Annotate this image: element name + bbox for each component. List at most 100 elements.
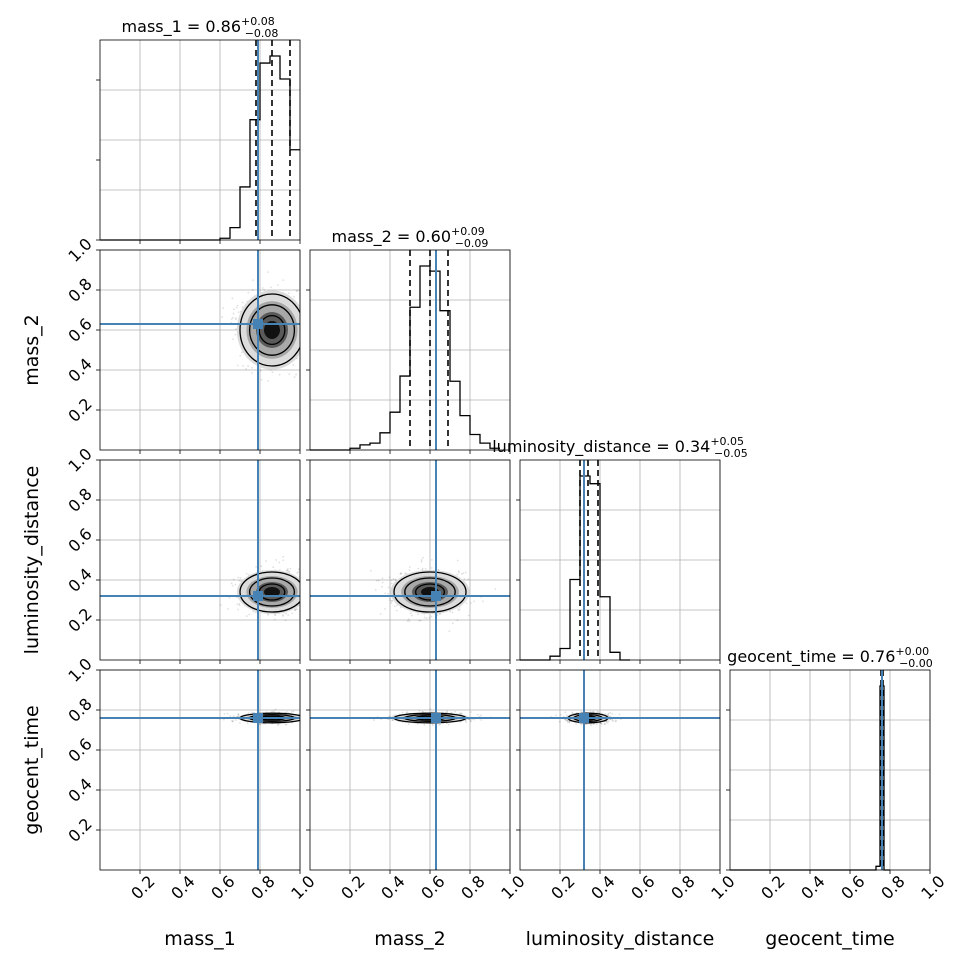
sample-point	[292, 295, 295, 298]
sample-point	[232, 720, 234, 722]
sample-point	[302, 715, 304, 717]
sample-point	[473, 718, 476, 721]
sample-point	[251, 289, 254, 291]
sample-point	[465, 602, 468, 605]
sample-point	[237, 608, 239, 611]
sample-point	[456, 608, 459, 610]
panel-mass_2-vs-luminosity_distance	[306, 459, 511, 664]
sample-point	[237, 576, 240, 579]
sample-point	[291, 612, 294, 615]
sample-point	[454, 710, 457, 713]
sample-point	[304, 325, 306, 327]
sample-point	[247, 712, 250, 715]
sample-point	[388, 576, 391, 579]
sample-point	[418, 709, 421, 712]
sample-point	[456, 619, 459, 622]
sample-point	[400, 572, 403, 575]
sample-point	[282, 555, 285, 558]
sample-point	[278, 373, 281, 376]
sample-point	[237, 311, 240, 314]
sample-point	[300, 319, 302, 321]
sample-point	[274, 614, 277, 617]
truth-marker	[431, 591, 441, 601]
sample-point	[418, 619, 421, 622]
sample-point	[446, 711, 449, 714]
sample-point	[457, 570, 460, 572]
sample-point	[231, 297, 234, 300]
sample-point	[420, 559, 423, 561]
sample-point	[284, 619, 287, 622]
sample-point	[232, 715, 235, 718]
sample-point	[389, 599, 391, 602]
sample-point	[308, 718, 310, 720]
sample-point	[272, 710, 275, 713]
sample-point	[306, 338, 308, 340]
sample-point	[247, 291, 250, 294]
sample-point	[251, 371, 253, 374]
sample-point	[408, 566, 411, 568]
sample-point	[274, 708, 277, 711]
sample-point	[255, 565, 257, 568]
sample-point	[390, 582, 393, 585]
sample-point	[456, 573, 459, 576]
sample-point	[276, 724, 279, 726]
sample-point	[424, 568, 427, 570]
sample-point	[300, 719, 302, 721]
sample-point	[254, 611, 257, 614]
sample-point	[305, 324, 307, 326]
truth-marker	[431, 713, 441, 723]
sample-point	[459, 712, 461, 715]
sample-point	[369, 569, 372, 572]
sample-point	[381, 585, 383, 588]
sample-point	[373, 719, 375, 721]
sample-point	[252, 610, 255, 613]
sample-point	[379, 613, 382, 615]
sample-point	[430, 711, 433, 713]
sample-point	[430, 615, 433, 618]
sample-point	[289, 567, 292, 570]
sample-point	[387, 592, 389, 595]
sample-point	[384, 592, 387, 595]
sample-point	[271, 371, 274, 374]
panel-mass_1-vs-geocent_time	[96, 669, 310, 874]
sample-point	[417, 613, 419, 616]
sample-point	[306, 589, 308, 591]
sample-point	[296, 572, 299, 574]
sample-point	[238, 579, 241, 582]
sample-point	[430, 567, 433, 569]
sample-point	[470, 602, 472, 604]
sample-point	[301, 720, 303, 722]
panel-frame	[309, 669, 511, 871]
sample-point	[287, 614, 290, 617]
sample-point	[421, 710, 424, 713]
sample-point	[297, 571, 300, 573]
panel-background	[310, 460, 510, 660]
sample-point	[238, 722, 241, 725]
sample-point	[241, 301, 244, 304]
truth-marker	[253, 591, 263, 601]
sample-point	[494, 588, 497, 591]
sample-point	[467, 614, 470, 617]
sample-point	[391, 600, 394, 602]
sample-point	[423, 616, 426, 619]
sample-point	[221, 316, 224, 319]
sample-point	[304, 588, 306, 590]
sample-point	[232, 312, 235, 315]
panel-mass_1-vs-luminosity_distance	[96, 459, 308, 664]
sample-point	[390, 600, 393, 602]
sample-point	[605, 720, 608, 723]
sample-point	[222, 718, 225, 721]
sample-point	[260, 378, 263, 381]
sample-point	[304, 717, 306, 719]
sample-point	[305, 589, 307, 591]
sample-point	[307, 720, 309, 722]
sample-point	[245, 572, 248, 575]
panel-frame	[309, 459, 511, 661]
sample-point	[285, 723, 288, 726]
sample-point	[261, 287, 264, 289]
sample-point	[226, 712, 229, 715]
sample-point	[245, 615, 248, 617]
sample-point	[239, 354, 242, 357]
sample-point	[286, 569, 289, 572]
sample-point	[305, 574, 307, 576]
